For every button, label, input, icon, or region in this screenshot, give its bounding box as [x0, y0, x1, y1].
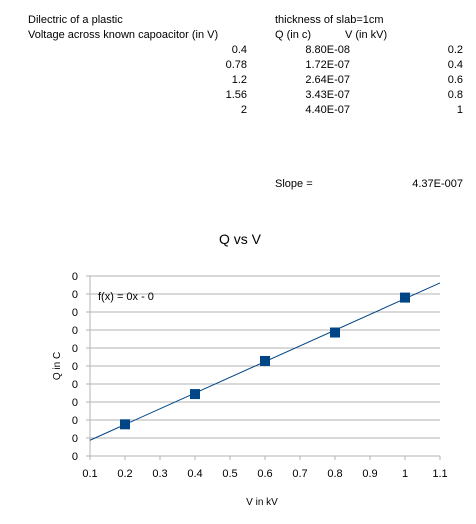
y-tick-label: 0	[72, 433, 78, 445]
table-cell-a: 2	[240, 104, 247, 116]
x-tick-label: 0.5	[222, 468, 237, 480]
x-tick-label: 0.4	[187, 468, 202, 480]
y-tick-label: 0	[72, 397, 78, 409]
table-cell-b: 3.43E-07	[305, 89, 350, 101]
x-tick-label: 0.3	[152, 468, 167, 480]
data-point	[330, 327, 340, 338]
x-axis-label: V in kV	[246, 497, 278, 508]
chart-title: Q vs V	[219, 231, 262, 247]
sheet-note: thickness of slab=1cm	[275, 14, 384, 26]
y-tick-label: 0	[72, 451, 78, 463]
y-tick-labels: 0 0 0 0 0 0 0 0 0 0 0	[72, 271, 78, 463]
table-cell-b: 1.72E-07	[305, 59, 350, 71]
col-c-header: V (in kV)	[345, 29, 388, 41]
x-tick-label: 0.1	[82, 468, 97, 480]
axes	[89, 276, 441, 460]
y-tick-label: 0	[72, 271, 78, 283]
sheet-title: Dilectric of a plastic	[28, 14, 123, 26]
y-tick-label: 0	[72, 343, 78, 355]
table-cell-c: 0.6	[447, 74, 463, 86]
table-cell-c: 0.8	[447, 89, 463, 101]
grid-lines	[86, 275, 440, 457]
table-cell-a: 1.2	[231, 74, 247, 86]
slope-value: 4.37E-007	[412, 178, 463, 190]
y-tick-label: 0	[72, 289, 78, 301]
y-tick-label: 0	[72, 361, 78, 373]
y-tick-label: 0	[72, 415, 78, 427]
data-points	[120, 292, 410, 430]
table-cell-a: 1.56	[225, 89, 247, 101]
trendline-equation: f(x) = 0x - 0	[98, 291, 154, 303]
x-tick-label: 0.6	[257, 468, 272, 480]
y-axis-label: Q in C	[52, 352, 63, 380]
table-cell-b: 8.80E-08	[305, 44, 350, 56]
col-b-header: Q (in c)	[275, 29, 312, 41]
table-cell-c: 0.4	[447, 59, 463, 71]
data-point	[120, 419, 130, 430]
table-cell-b: 4.40E-07	[305, 104, 350, 116]
data-point	[400, 292, 410, 303]
table-cell-c: 1	[456, 104, 463, 116]
data-point	[260, 355, 270, 366]
x-tick-label: 1	[402, 468, 408, 480]
x-tick-label: 0.2	[117, 468, 132, 480]
x-tick-label: 0.8	[327, 468, 342, 480]
x-tick-label: 0.7	[292, 468, 307, 480]
y-tick-label: 0	[72, 379, 78, 391]
table-cell-a: 0.78	[225, 59, 247, 71]
slope-label: Slope =	[275, 178, 313, 190]
y-tick-label: 0	[72, 325, 78, 337]
table-cell-a: 0.4	[231, 44, 247, 56]
col-a-header: Voltage across known capoacitor (in V)	[28, 29, 219, 41]
table-cell-b: 2.64E-07	[305, 74, 350, 86]
x-tick-labels: 0.1 0.2 0.3 0.4 0.5 0.6 0.7 0.8 0.9 1 1.1	[82, 468, 447, 480]
data-point	[190, 389, 200, 400]
x-tick-label: 1.1	[432, 468, 447, 480]
y-tick-label: 0	[72, 307, 78, 319]
x-tick-label: 0.9	[362, 468, 377, 480]
table-cell-c: 0.2	[447, 44, 463, 56]
